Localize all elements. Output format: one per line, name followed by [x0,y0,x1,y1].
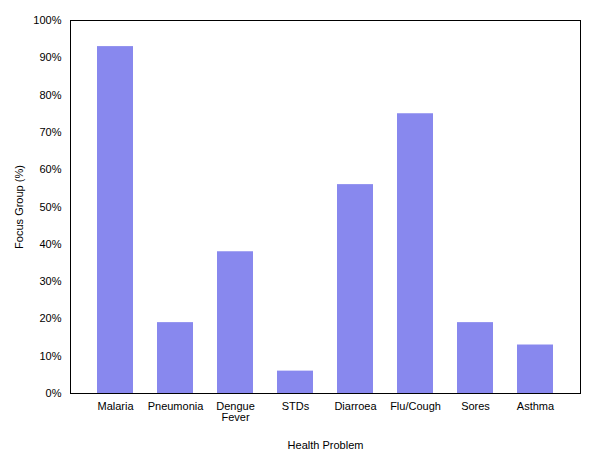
svg-text:90%: 90% [39,51,61,63]
svg-text:80%: 80% [39,89,61,101]
svg-text:Focus Group (%): Focus Group (%) [13,165,25,249]
svg-text:60%: 60% [39,163,61,175]
svg-text:40%: 40% [39,238,61,250]
svg-text:20%: 20% [39,312,61,324]
svg-text:100%: 100% [33,14,61,26]
svg-text:0%: 0% [46,387,62,399]
svg-text:Sores: Sores [461,400,490,412]
svg-text:DengueFever: DengueFever [216,400,255,423]
svg-text:30%: 30% [39,275,61,287]
svg-text:Diarroea: Diarroea [334,400,377,412]
svg-text:STDs: STDs [282,400,310,412]
svg-text:70%: 70% [39,126,61,138]
svg-text:Malaria: Malaria [97,400,134,412]
svg-text:Health Problem: Health Problem [288,439,364,451]
svg-text:Flu/Cough: Flu/Cough [390,400,441,412]
svg-text:Pneumonia: Pneumonia [148,400,205,412]
svg-text:10%: 10% [39,350,61,362]
svg-text:Asthma: Asthma [517,400,555,412]
svg-text:50%: 50% [39,201,61,213]
